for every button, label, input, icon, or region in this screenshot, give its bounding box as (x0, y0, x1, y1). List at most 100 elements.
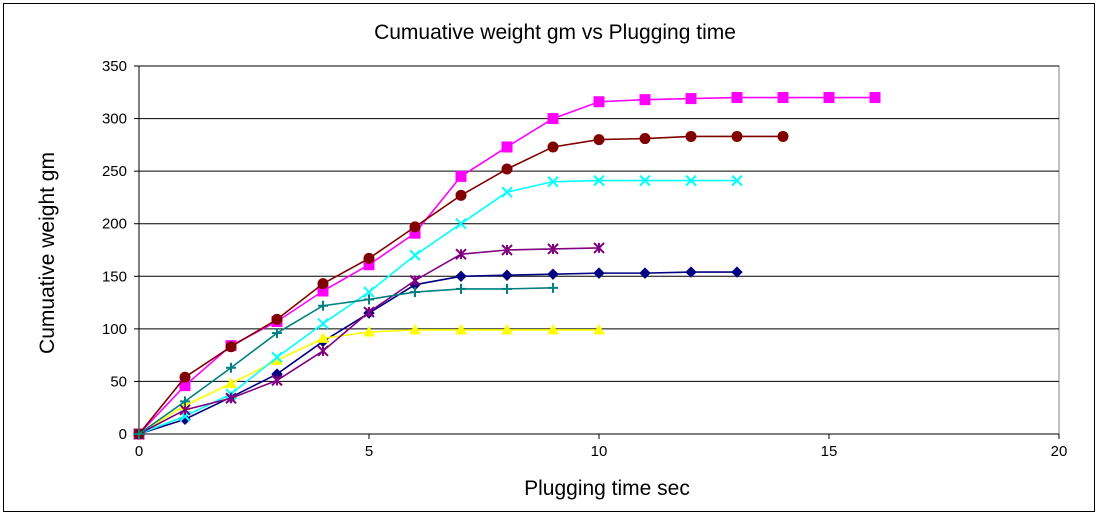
data-point-circle (225, 341, 237, 353)
data-point-square (777, 92, 789, 104)
data-point-diamond (593, 267, 605, 279)
data-point-plus (410, 287, 420, 298)
data-point-square (685, 93, 697, 105)
y-axis-label: Cumuative weight gm (36, 152, 59, 354)
y-axis-ticks: 0 50 100 150 200 250 300 350 (102, 58, 140, 443)
data-point-star (547, 243, 559, 255)
data-point-x (685, 174, 697, 187)
x-axis-label: Plugging time sec (524, 477, 690, 500)
data-point-x (593, 174, 605, 187)
data-point-circle (731, 130, 743, 142)
x-stroke (363, 286, 375, 298)
y-tick-label: 250 (102, 163, 127, 180)
data-point-plus (502, 283, 512, 294)
chart-title: Cumuative weight gm vs Plugging time (374, 21, 736, 44)
data-point-diamond (731, 266, 743, 278)
data-point-diamond (639, 267, 651, 279)
data-point-square (547, 113, 559, 125)
x-stroke (271, 351, 283, 363)
data-point-triangle (501, 323, 513, 335)
data-point-plus (456, 283, 466, 294)
data-point-triangle (409, 323, 421, 335)
y-tick-label: 200 (102, 216, 127, 233)
data-point-x (639, 174, 651, 187)
data-point-triangle (593, 323, 605, 335)
data-point-square (455, 170, 467, 182)
data-point-x (363, 286, 375, 298)
data-point-plus (318, 300, 328, 311)
data-point-square (639, 94, 651, 106)
data-point-circle (455, 189, 467, 201)
x-stroke (685, 174, 697, 187)
y-tick-label: 350 (102, 58, 127, 75)
data-point-x (731, 174, 743, 187)
data-point-x (271, 351, 283, 363)
data-point-x (547, 175, 559, 188)
series-group (133, 92, 881, 440)
x-tick-label: 20 (1051, 443, 1068, 460)
data-point-square (501, 141, 513, 153)
data-point-triangle (317, 332, 329, 343)
data-point-square (869, 92, 881, 104)
data-point-circle (363, 252, 375, 264)
x-stroke (731, 174, 743, 187)
data-point-star (363, 306, 375, 318)
data-point-x (501, 186, 513, 198)
data-point-star (271, 374, 283, 387)
series-line (138, 271, 737, 435)
data-point-x (409, 249, 421, 261)
data-point-plus (272, 328, 282, 339)
x-tick-label: 0 (135, 443, 143, 460)
y-tick-label: 50 (110, 373, 127, 390)
x-stroke (409, 249, 421, 261)
series-2 (133, 92, 881, 440)
chart-frame: Cumuative weight gm vs Plugging time 0 50… (3, 3, 1095, 512)
data-point-star (501, 244, 513, 256)
data-point-circle (639, 133, 651, 145)
data-point-circle (593, 134, 605, 146)
data-point-circle (179, 371, 191, 383)
x-stroke (593, 174, 605, 187)
x-stroke (501, 186, 513, 198)
series-7 (134, 282, 558, 439)
x-stroke (639, 174, 651, 187)
data-point-triangle (455, 323, 467, 335)
data-point-x (317, 317, 329, 330)
data-point-circle (547, 141, 559, 153)
data-point-star (179, 404, 191, 416)
data-point-star (593, 242, 605, 254)
x-stroke (455, 218, 467, 230)
data-point-diamond (501, 269, 513, 281)
x-tick-label: 10 (591, 443, 608, 460)
x-stroke (317, 317, 329, 330)
data-point-triangle (225, 377, 237, 389)
x-stroke (547, 175, 559, 188)
data-point-x (455, 218, 467, 230)
data-point-circle (317, 278, 329, 290)
x-tick-label: 5 (365, 443, 373, 460)
data-point-diamond (547, 268, 559, 280)
series-line (138, 179, 737, 435)
data-point-star (317, 345, 329, 357)
grid-lines (139, 65, 1059, 382)
data-point-square (731, 92, 743, 104)
data-point-plus (134, 429, 144, 439)
data-point-square (823, 92, 835, 104)
data-point-circle (271, 313, 283, 325)
data-point-plus (180, 396, 190, 407)
y-tick-label: 150 (102, 268, 127, 285)
series-line (138, 287, 554, 435)
data-point-square (593, 96, 605, 108)
data-point-diamond (685, 266, 697, 278)
data-point-star (409, 274, 421, 287)
data-point-triangle (363, 325, 375, 337)
data-point-triangle (547, 323, 559, 335)
data-point-plus (226, 362, 236, 373)
series-6 (133, 130, 789, 440)
data-point-star (225, 392, 237, 404)
data-point-circle (501, 163, 513, 175)
data-point-star (455, 248, 467, 260)
x-axis-ticks: 0 5 10 15 20 (135, 433, 1068, 460)
y-tick-label: 0 (119, 426, 127, 443)
data-point-plus (548, 282, 558, 293)
